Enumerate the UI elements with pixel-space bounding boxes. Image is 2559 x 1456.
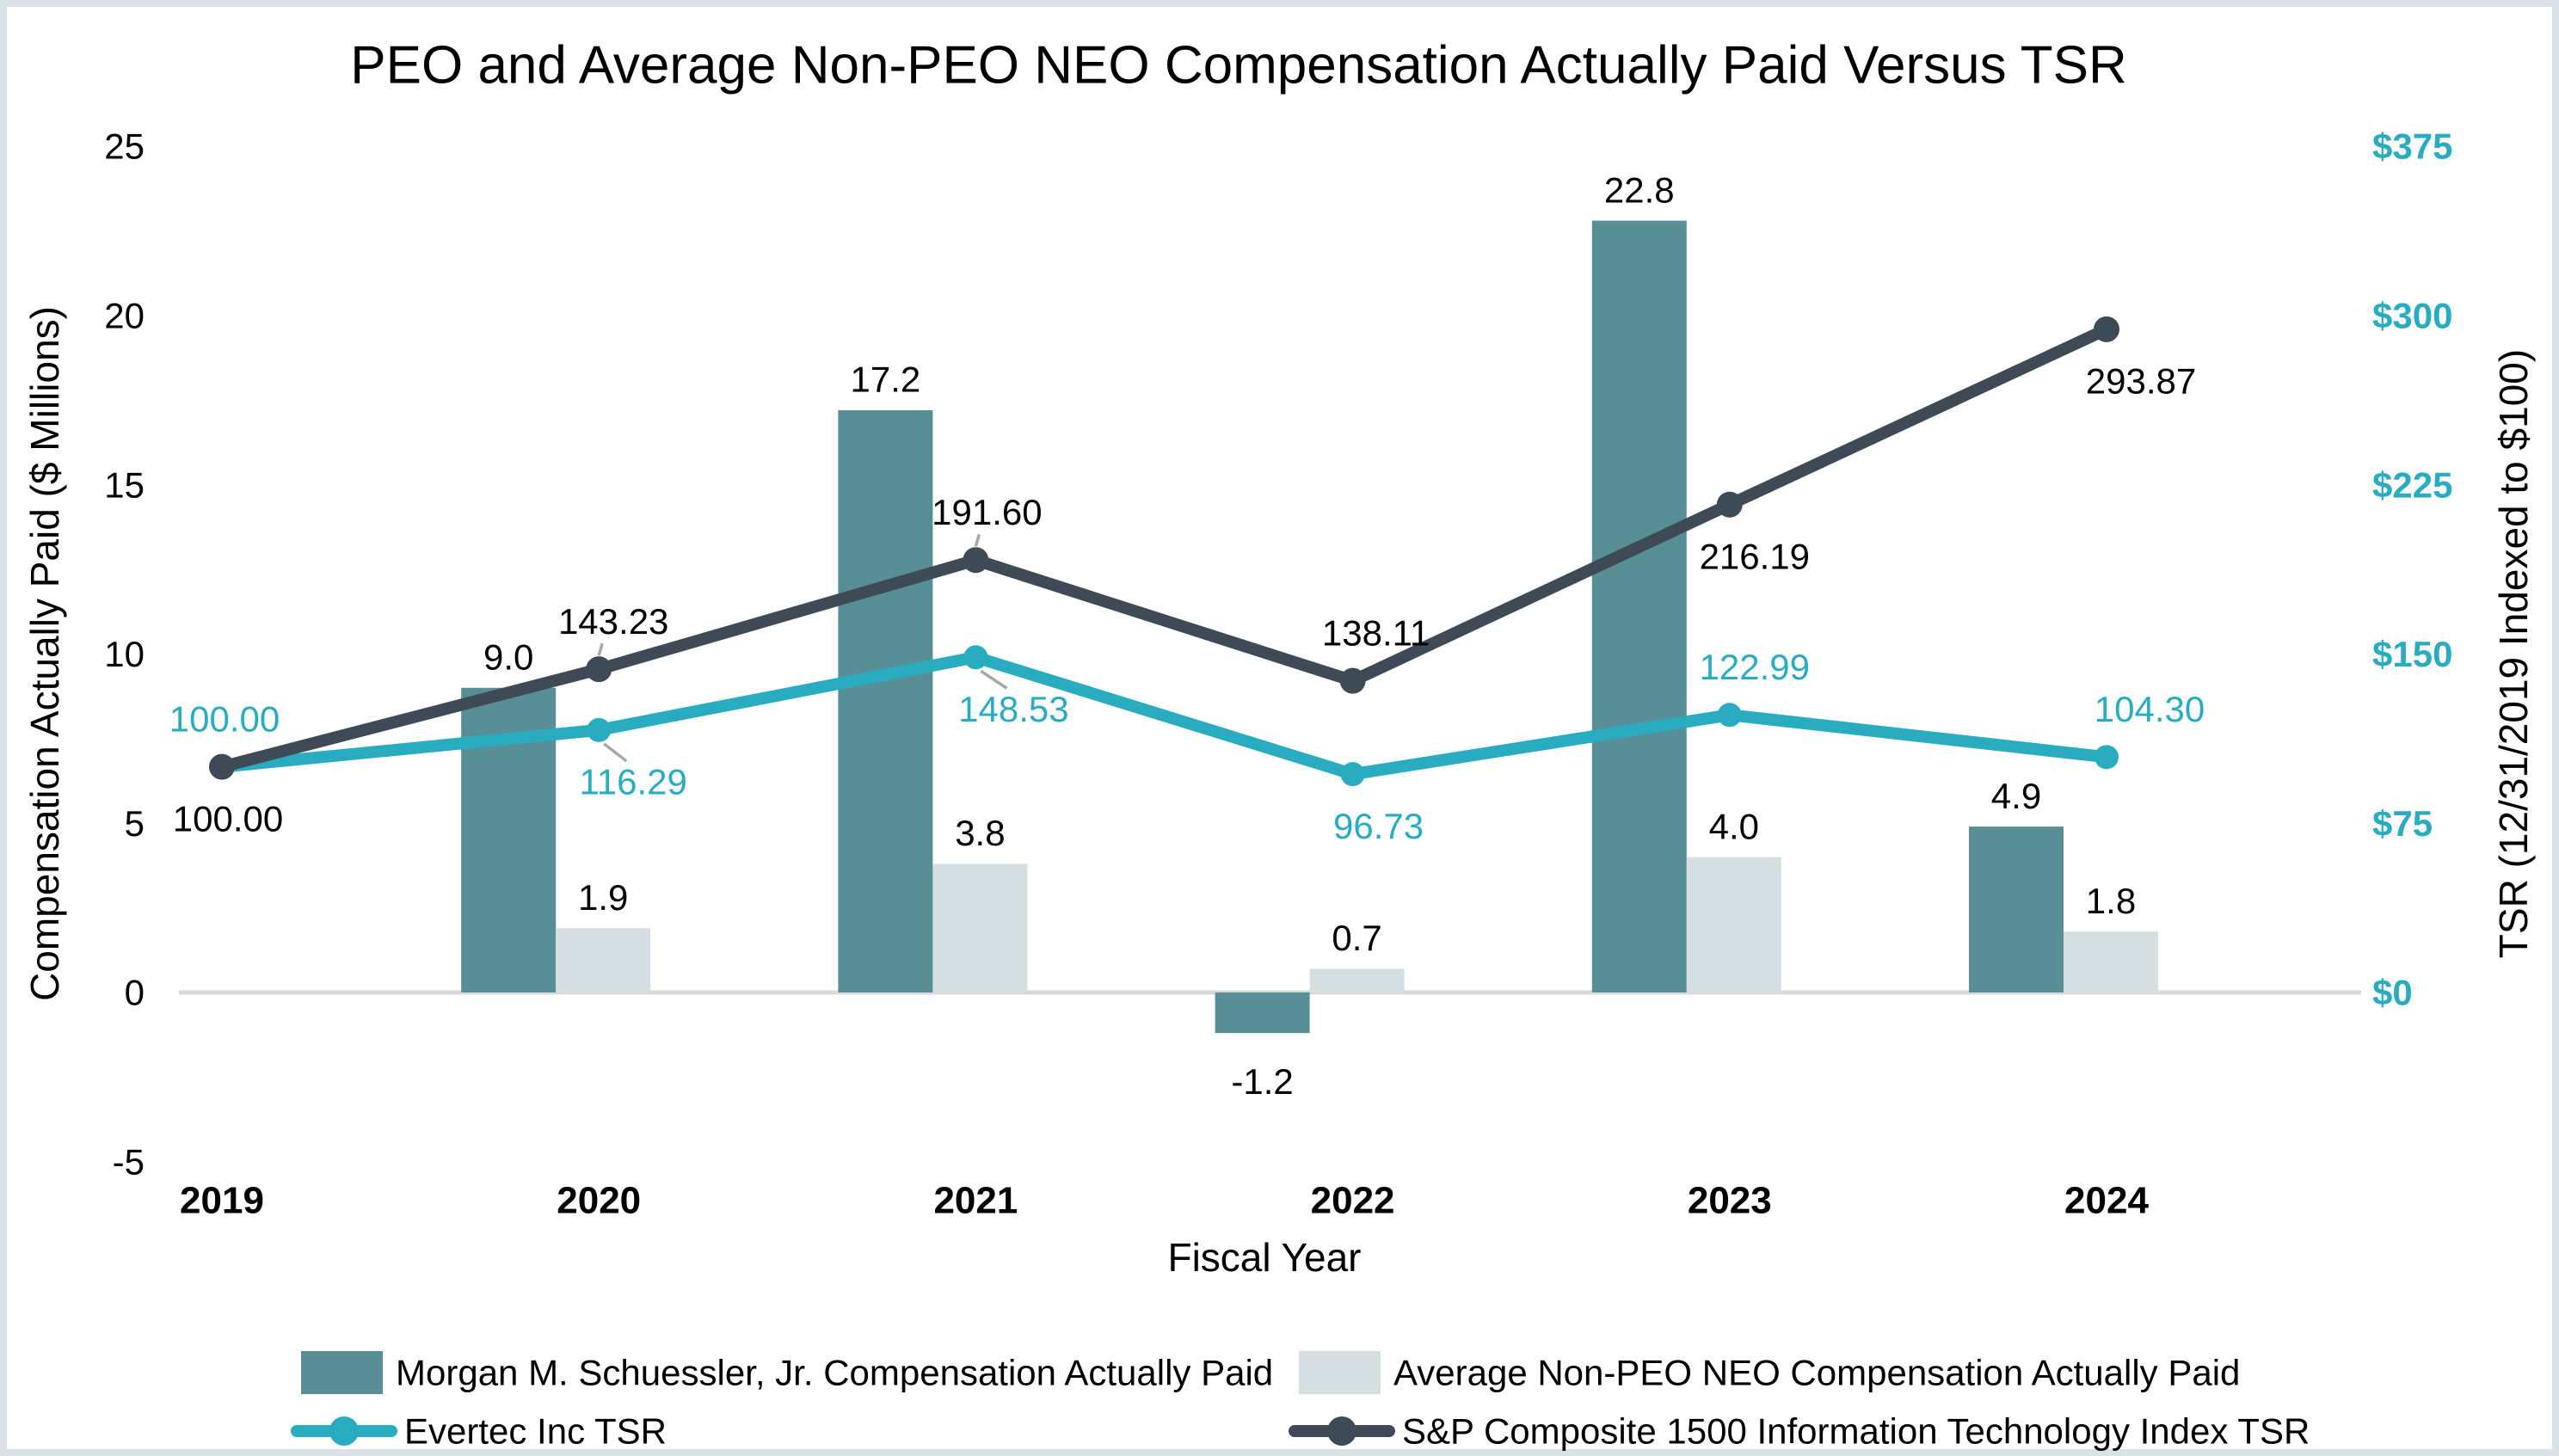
legend-swatch-peo <box>301 1351 383 1394</box>
tick-left--5: -5 <box>113 1142 145 1183</box>
point-label-sp1500it-2019: 100.00 <box>173 798 283 839</box>
point-label-sp1500it-2023: 216.19 <box>1700 536 1810 576</box>
marker-sp1500it-2021 <box>963 547 989 574</box>
tick-x-2024: 2024 <box>2064 1179 2149 1221</box>
leader-evertec-2021 <box>980 669 1008 690</box>
point-label-evertec-2022: 96.73 <box>1333 806 1424 846</box>
point-label-evertec-2023: 122.99 <box>1700 647 1810 687</box>
tick-right-0: $0 <box>2372 973 2413 1013</box>
chart-title: PEO and Average Non-PEO NEO Compensation… <box>350 36 2126 95</box>
marker-sp1500it-2022 <box>1339 667 1366 694</box>
legend: Morgan M. Schuessler, Jr. Compensation A… <box>291 1351 2310 1452</box>
bar-neo-2020 <box>556 928 651 992</box>
legend-label-evertec: Evertec Inc TSR <box>404 1411 667 1452</box>
bar-label-neo-2023: 4.0 <box>1709 806 1759 846</box>
plot-area: 9.0 17.2 -1.2 22.8 4.9 1.9 3.8 0.7 4.0 1.8 100.00 1… <box>104 126 2452 1222</box>
marker-evertec-2024 <box>2095 745 2119 770</box>
marker-evertec-2020 <box>587 717 612 742</box>
bar-peo-2024 <box>1969 826 2064 992</box>
bar-label-neo-2022: 0.7 <box>1332 918 1381 958</box>
leader-sp1500it-2021 <box>974 533 981 547</box>
marker-evertec-2021 <box>963 645 988 670</box>
left-axis-title: Compensation Actually Paid ($ Millions) <box>22 306 67 1001</box>
tick-right-75: $75 <box>2372 803 2433 844</box>
point-label-sp1500it-2020: 143.23 <box>558 601 668 642</box>
x-axis-title: Fiscal Year <box>1167 1235 1361 1280</box>
bar-neo-2024 <box>2064 931 2158 992</box>
bar-label-peo-2024: 4.9 <box>1991 776 2041 816</box>
tick-x-2019: 2019 <box>180 1179 264 1221</box>
bar-label-peo-2020: 9.0 <box>483 636 533 677</box>
tick-left-0: 0 <box>125 973 145 1013</box>
bar-peo-2021 <box>838 410 933 992</box>
leader-evertec-2020 <box>603 742 628 763</box>
point-label-evertec-2019: 100.00 <box>169 698 280 739</box>
point-label-evertec-2021: 148.53 <box>958 689 1068 729</box>
tick-right-150: $150 <box>2372 634 2452 674</box>
marker-sp1500it-2024 <box>2094 316 2119 342</box>
tick-right-300: $300 <box>2372 296 2452 336</box>
bar-neo-2021 <box>932 863 1028 992</box>
legend-swatch-neo <box>1299 1351 1381 1394</box>
tick-left-15: 15 <box>104 464 145 505</box>
legend-marker-evertec <box>329 1416 359 1446</box>
tick-right-225: $225 <box>2372 464 2452 505</box>
point-label-sp1500it-2021: 191.60 <box>932 492 1042 532</box>
tick-x-2020: 2020 <box>557 1179 641 1221</box>
legend-label-sp1500it: S&P Composite 1500 Information Technolog… <box>1402 1411 2310 1452</box>
point-label-evertec-2024: 104.30 <box>2095 689 2205 729</box>
bar-peo-2023 <box>1591 220 1687 992</box>
leader-sp1500it-2020 <box>597 642 604 656</box>
bar-label-neo-2024: 1.8 <box>2086 881 2136 921</box>
bar-label-neo-2020: 1.9 <box>578 877 628 918</box>
tick-left-25: 25 <box>104 126 145 167</box>
line-evertec <box>216 651 2113 781</box>
point-label-sp1500it-2022: 138.11 <box>1322 612 1430 653</box>
tick-x-2022: 2022 <box>1311 1179 1395 1221</box>
point-label-evertec-2020: 116.29 <box>580 762 687 802</box>
tick-left-5: 5 <box>125 803 145 844</box>
legend-label-peo: Morgan M. Schuessler, Jr. Compensation A… <box>396 1353 1273 1393</box>
tick-right-375: $375 <box>2372 126 2452 167</box>
tick-left-10: 10 <box>104 634 145 674</box>
marker-sp1500it-2019 <box>209 753 235 780</box>
marker-evertec-2022 <box>1340 762 1365 787</box>
bar-label-peo-2021: 17.2 <box>851 359 921 400</box>
marker-evertec-2023 <box>1717 703 1742 728</box>
bar-neo-2022 <box>1309 968 1405 992</box>
marker-sp1500it-2023 <box>1716 491 1743 518</box>
bar-label-neo-2021: 3.8 <box>955 813 1005 853</box>
legend-marker-sp1500it <box>1327 1416 1356 1446</box>
tick-left-20: 20 <box>104 296 145 336</box>
line-sp1500it <box>216 323 2113 773</box>
marker-sp1500it-2020 <box>586 656 612 683</box>
tick-x-2023: 2023 <box>1688 1179 1772 1221</box>
right-axis-title: TSR (12/31/2019 Indexed to $100) <box>2491 349 2536 958</box>
bar-label-peo-2022: -1.2 <box>1231 1061 1293 1102</box>
bar-label-peo-2023: 22.8 <box>1604 169 1675 210</box>
bar-neo-2023 <box>1686 857 1781 992</box>
tick-x-2021: 2021 <box>933 1179 1018 1221</box>
bar-peo-2022 <box>1215 992 1310 1034</box>
point-label-sp1500it-2024: 293.87 <box>2086 361 2196 402</box>
legend-label-neo: Average Non-PEO NEO Compensation Actuall… <box>1393 1353 2240 1393</box>
